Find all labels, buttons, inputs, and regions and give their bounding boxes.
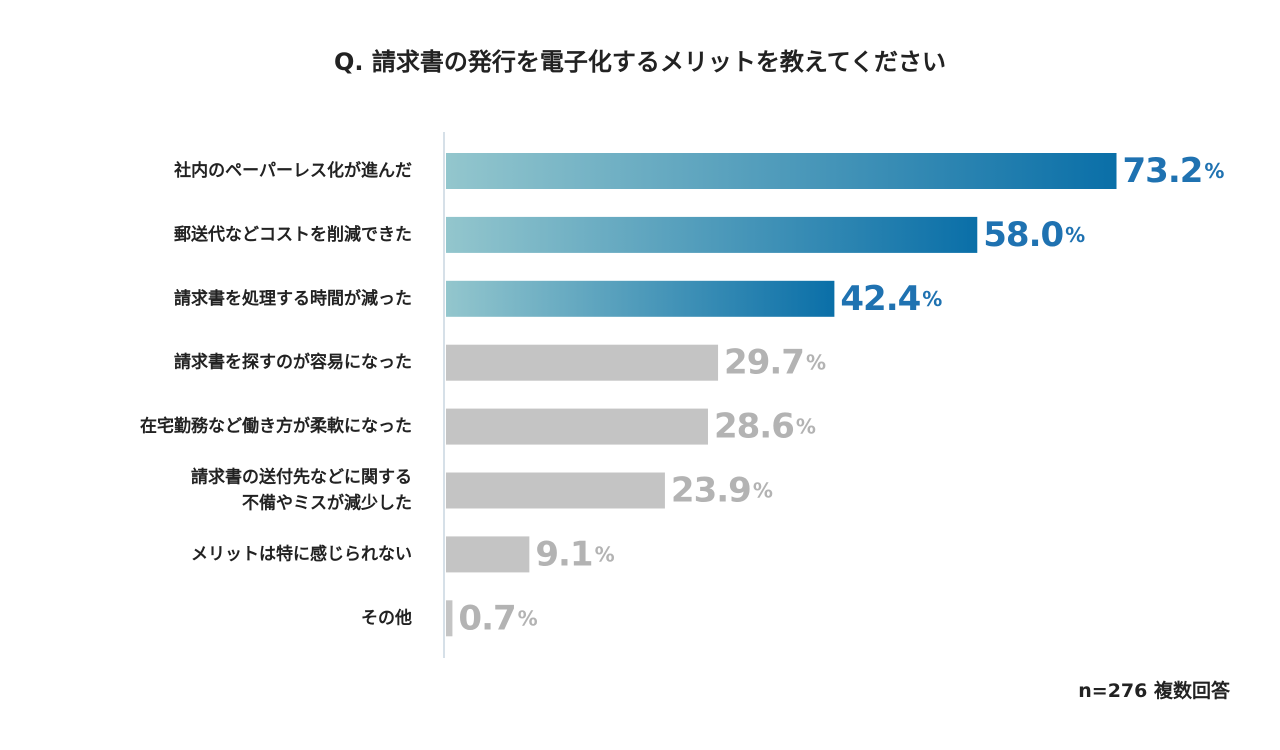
category-label: 請求書を探すのが容易になった bbox=[174, 352, 412, 373]
category-label: 郵送代などコストを削減できた bbox=[174, 224, 412, 245]
category-label: 社内のペーパーレス化が進んだ bbox=[173, 160, 412, 181]
bar bbox=[446, 600, 453, 637]
value-label: 28.6% bbox=[714, 407, 816, 447]
bar bbox=[446, 216, 978, 253]
value-label: 42.4% bbox=[840, 279, 942, 319]
bar bbox=[446, 280, 835, 317]
value-label: 0.7% bbox=[458, 598, 537, 638]
value-label: 58.0% bbox=[983, 215, 1085, 255]
category-label: 在宅勤務など働き方が柔軟になった bbox=[140, 416, 412, 437]
category-label: 不備やミスが減少した bbox=[242, 493, 412, 514]
bar bbox=[446, 536, 530, 573]
value-label: 23.9% bbox=[671, 471, 773, 511]
bar bbox=[446, 472, 665, 509]
category-label: メリットは特に感じられない bbox=[191, 543, 412, 564]
bar bbox=[446, 344, 719, 381]
bar bbox=[446, 153, 1117, 189]
bar bbox=[446, 408, 708, 445]
value-label: 29.7% bbox=[724, 343, 826, 383]
category-label: 請求書の送付先などに関する bbox=[191, 467, 412, 488]
chart-title: Q. 請求書の発行を電子化するメリットを教えてください bbox=[334, 48, 946, 76]
category-label: その他 bbox=[361, 607, 412, 628]
sample-note: n=276 複数回答 bbox=[1078, 680, 1230, 702]
category-label: 請求書を処理する時間が減った bbox=[174, 288, 412, 309]
value-label: 9.1% bbox=[535, 534, 614, 574]
value-label: 73.2% bbox=[1123, 151, 1225, 191]
